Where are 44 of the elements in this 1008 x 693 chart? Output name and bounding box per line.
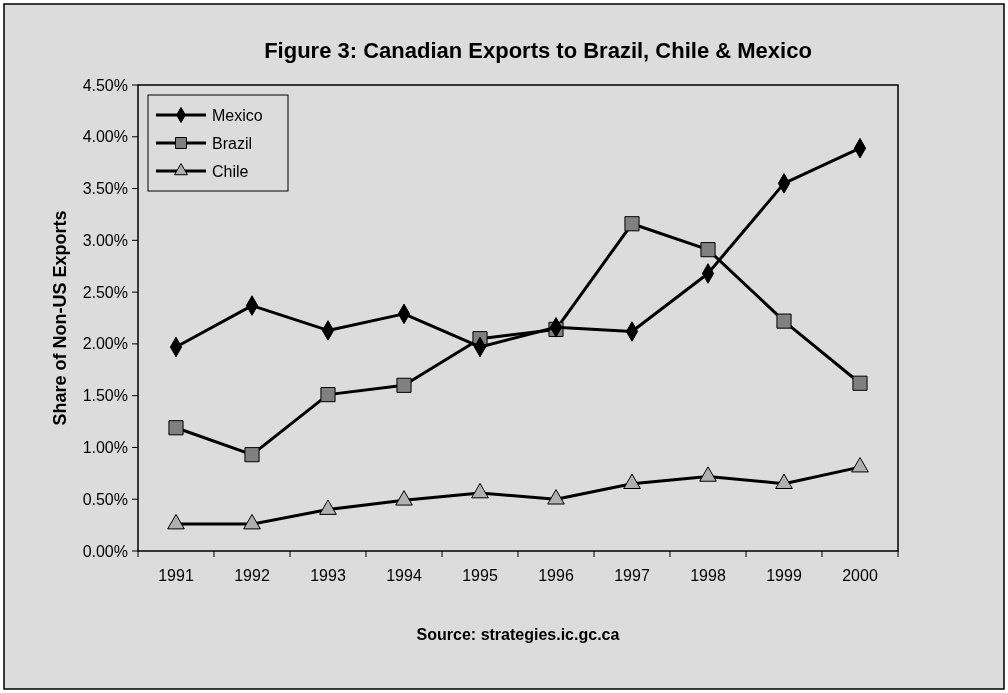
legend-label: Brazil — [212, 134, 253, 152]
legend-label: Chile — [212, 162, 249, 180]
x-tick-label: 1998 — [690, 567, 726, 584]
source-note: Source: strategies.ic.gc.ca — [416, 626, 620, 643]
point — [320, 387, 336, 403]
point — [852, 375, 868, 391]
chart-title: Figure 3: Canadian Exports to Brazil, Chile & Mexico — [264, 38, 812, 63]
point — [168, 420, 184, 436]
point — [243, 513, 261, 530]
point — [547, 489, 565, 505]
y-tick-label: 4.50% — [82, 76, 128, 94]
y-tick-label: 1.00% — [82, 439, 128, 457]
x-tick-label: 2000 — [842, 567, 878, 584]
point — [776, 313, 792, 329]
point — [395, 490, 413, 506]
x-tick-label: 1993 — [310, 567, 346, 584]
point — [624, 216, 640, 232]
y-tick-label: 4.00% — [82, 128, 128, 146]
legend-label: Mexico — [212, 106, 263, 124]
point — [244, 447, 260, 463]
point — [167, 513, 185, 530]
y-tick-label: 2.50% — [82, 283, 128, 301]
x-tick-label: 1991 — [158, 567, 194, 584]
x-tick-label: 1992 — [234, 567, 270, 584]
y-tick-label: 0.50% — [82, 490, 128, 508]
point — [319, 499, 337, 515]
point — [699, 466, 717, 482]
y-tick-label: 2.00% — [82, 335, 128, 353]
x-tick-label: 1996 — [538, 567, 574, 584]
point — [623, 473, 641, 489]
y-tick-label: 0.00% — [82, 542, 128, 560]
x-tick-label: 1999 — [766, 567, 802, 584]
x-tick-label: 1995 — [462, 567, 498, 584]
y-axis-title: Share of Non-US Exports — [50, 210, 70, 426]
point — [396, 377, 412, 393]
point — [851, 457, 869, 473]
y-tick-label: 1.50% — [82, 387, 128, 405]
point — [775, 473, 793, 489]
y-tick-label: 3.00% — [82, 231, 128, 249]
point — [471, 482, 489, 499]
x-tick-label: 1997 — [614, 567, 650, 584]
x-tick-label: 1994 — [386, 567, 422, 584]
point — [700, 242, 716, 258]
y-tick-label: 3.50% — [82, 180, 128, 198]
